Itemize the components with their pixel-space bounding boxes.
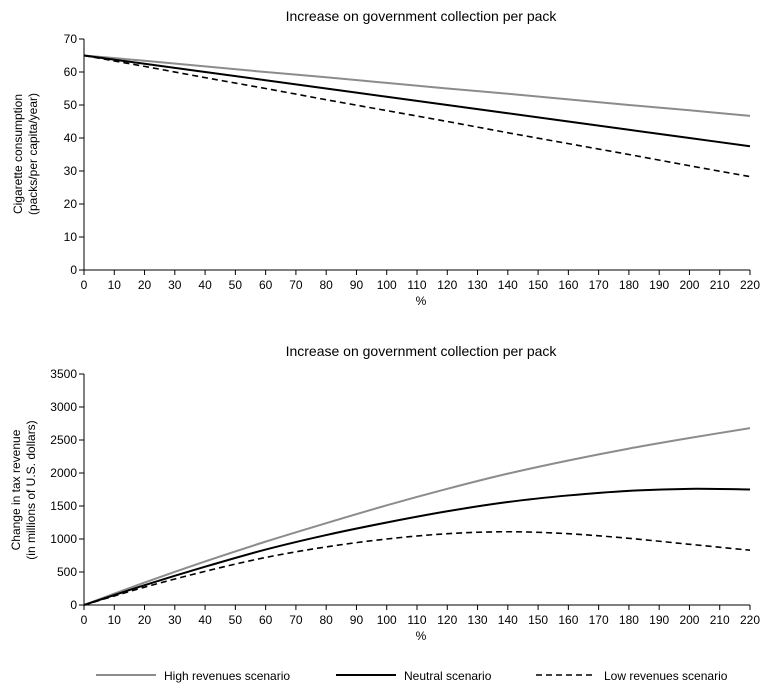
tax-revenue-chart: Increase on government collection per pa… [9,343,760,643]
tax-revenue-ytick-label: 3500 [50,367,77,381]
tax-revenue-xtick-label: 10 [108,613,122,627]
consumption-xtick-label: 70 [289,278,303,292]
tax-revenue-xtick-label: 110 [407,613,426,627]
tax-revenue-chart-ylabel-line1: Change in tax revenue [9,429,23,550]
tax-revenue-chart-ylabel-line2: (in millions of U.S. dollars) [24,420,38,559]
consumption-ytick-label: 0 [70,263,77,277]
tax-revenue-ytick-label: 500 [57,565,77,579]
consumption-xtick-label: 130 [468,278,488,292]
consumption-xtick-label: 180 [619,278,639,292]
consumption-ytick-label: 30 [64,164,78,178]
tax-revenue-xtick-label: 40 [198,613,212,627]
tax-revenue-xtick-label: 190 [649,613,669,627]
consumption-xtick-label: 150 [528,278,548,292]
tax-revenue-ytick-label: 0 [70,598,77,612]
tax-revenue-xtick-label: 120 [437,613,457,627]
tax-revenue-series-neutral-line [83,487,751,606]
tax-revenue-xtick-label: 160 [558,613,578,627]
consumption-ytick-label: 40 [64,131,78,145]
consumption-series-low-line [83,54,751,178]
consumption-series-high-line [83,54,751,117]
consumption-xtick-label: 20 [138,278,152,292]
tax-revenue-xtick-label: 30 [168,613,182,627]
tax-revenue-xtick-label: 200 [679,613,699,627]
consumption-xtick-label: 0 [81,278,88,292]
consumption-xtick-label: 90 [350,278,364,292]
tax-revenue-series-low-line [83,530,751,606]
tax-revenue-xtick-label: 70 [289,613,303,627]
consumption-chart-xlabel: % [416,294,427,308]
consumption-xtick-label: 160 [558,278,578,292]
tax-revenue-xtick-label: 80 [320,613,334,627]
tax-revenue-chart-xlabel: % [416,629,427,643]
consumption-xtick-label: 50 [229,278,243,292]
consumption-xtick-label: 100 [377,278,397,292]
tax-revenue-xtick-label: 150 [528,613,548,627]
consumption-xtick-label: 190 [649,278,669,292]
consumption-ytick-label: 20 [64,197,78,211]
tax-revenue-xtick-label: 20 [138,613,152,627]
legend-label-low: Low revenues scenario [604,669,728,683]
consumption-xtick-label: 80 [320,278,334,292]
tax-revenue-xtick-label: 210 [710,613,730,627]
tax-revenue-series-high-line [83,427,751,606]
tax-revenue-xtick-label: 130 [468,613,488,627]
consumption-xtick-label: 220 [740,278,760,292]
tax-revenue-xtick-label: 170 [589,613,609,627]
tax-revenue-ytick-label: 1500 [50,499,77,513]
legend-label-high: High revenues scenario [164,669,290,683]
legend-label-neutral: Neutral scenario [404,669,492,683]
tax-revenue-xtick-label: 0 [81,613,88,627]
consumption-xtick-label: 60 [259,278,273,292]
consumption-xtick-label: 30 [168,278,182,292]
consumption-chart-ylabel-line2: (packs/per capita/year) [26,93,40,215]
consumption-ytick-label: 10 [64,230,78,244]
consumption-ytick-label: 50 [64,98,78,112]
consumption-xtick-label: 10 [108,278,122,292]
tax-revenue-xtick-label: 180 [619,613,639,627]
consumption-series-neutral-line [83,54,751,148]
tax-revenue-ytick-label: 2000 [50,466,77,480]
consumption-chart-title: Increase on government collection per pa… [286,8,558,24]
consumption-ytick-label: 60 [64,65,78,79]
consumption-ytick-label: 70 [64,32,78,46]
legend: High revenues scenario Neutral scenario … [96,669,728,683]
tax-revenue-ytick-label: 3000 [50,400,77,414]
tax-revenue-xtick-label: 60 [259,613,273,627]
consumption-xtick-label: 200 [679,278,699,292]
tax-revenue-ytick-label: 1000 [50,532,77,546]
consumption-xtick-label: 140 [498,278,518,292]
consumption-xtick-label: 170 [589,278,609,292]
consumption-xtick-label: 110 [407,278,426,292]
tax-revenue-xtick-label: 50 [229,613,243,627]
tax-revenue-xtick-label: 140 [498,613,518,627]
consumption-xtick-label: 40 [198,278,212,292]
tax-revenue-xtick-label: 220 [740,613,760,627]
tax-revenue-xtick-label: 100 [377,613,397,627]
tax-revenue-chart-title: Increase on government collection per pa… [286,343,558,359]
tax-revenue-xtick-label: 90 [350,613,364,627]
tax-revenue-ytick-label: 2500 [50,433,77,447]
consumption-xtick-label: 210 [710,278,730,292]
consumption-xtick-label: 120 [437,278,457,292]
consumption-chart: Increase on government collection per pa… [11,8,760,308]
consumption-chart-ylabel-line1: Cigarette consumption [11,94,25,214]
